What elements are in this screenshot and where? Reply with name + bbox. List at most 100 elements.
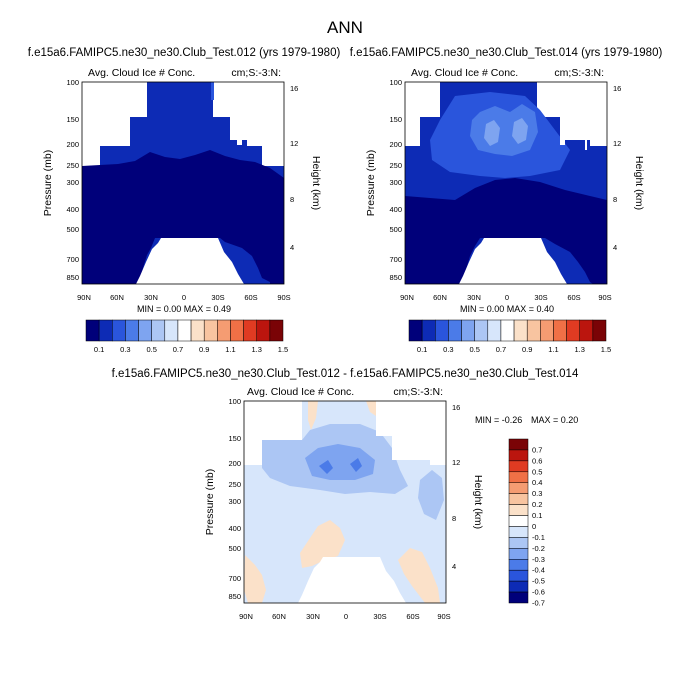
page-title: ANN	[327, 18, 363, 37]
panel-control-ylabel-right: Height (km)	[310, 156, 322, 210]
panel-test-xtick-90n: 90N	[400, 293, 414, 302]
panel-control-xtick-90s: 90S	[277, 293, 290, 302]
colorbar-test-swatch-7	[500, 319, 515, 342]
panel-test-htick-12: 12	[613, 139, 621, 148]
panel-test-ytick-200: 200	[389, 140, 402, 149]
colorbar-control-label-1: 0.3	[120, 345, 130, 354]
panel-test-field	[405, 82, 607, 284]
panel-test-xtick-90s: 90S	[598, 293, 611, 302]
colorbar-control-swatch-3	[125, 319, 139, 342]
colorbar-difference-label-0: 0.7	[532, 445, 542, 454]
panel-difference-fill-band-2	[305, 444, 375, 480]
panel-difference-fill-band-3	[319, 460, 333, 474]
panel-test-title: f.e15a6.FAMIPC5.ne30_ne30.Club_Test.014 …	[350, 47, 663, 59]
colorbar-difference-swatch-0	[508, 438, 529, 451]
panel-control-units-label: cm;S:-3:N:	[231, 67, 281, 79]
panel-test-ytick-250: 250	[389, 161, 402, 170]
colorbar-test-swatch-14	[592, 319, 607, 342]
colorbar-control-swatch-9	[203, 319, 218, 342]
panel-difference-fill-positive-low-1	[300, 520, 345, 568]
panel-test: f.e15a6.FAMIPC5.ne30_ne30.Club_Test.014 …	[350, 47, 663, 314]
colorbar-difference-swatch-1	[508, 449, 529, 462]
colorbar-test-label-1: 0.3	[443, 345, 453, 354]
panel-difference-ylabel: Pressure (mb)	[204, 469, 216, 536]
colorbar-difference-label-3: 0.4	[532, 478, 542, 487]
colorbar-difference-swatch-5	[508, 493, 529, 505]
panel-control-ytick-150: 150	[66, 115, 79, 124]
panel-test-xtick-60s: 60S	[567, 293, 580, 302]
colorbar-test-label-0: 0.1	[417, 345, 427, 354]
colorbar-test-swatch-0	[408, 319, 423, 342]
panel-test-htick-16: 16	[613, 84, 621, 93]
panel-test-gap-2	[585, 130, 587, 150]
panel-difference-gap-2	[376, 401, 446, 465]
panel-test-htick-8: 8	[613, 195, 617, 204]
panel-control-ytick-250: 250	[66, 161, 79, 170]
colorbar-control-swatch-8	[190, 319, 205, 342]
panel-difference-xtick-30n: 30N	[306, 612, 320, 621]
panel-control-ytick-200: 200	[66, 140, 79, 149]
panel-control-stats: MIN = 0.00 MAX = 0.49	[137, 304, 231, 314]
colorbar-difference-label-6: 0.1	[532, 511, 542, 520]
panel-difference-ytick-700: 700	[228, 574, 241, 583]
panel-difference-fill-positive-top-2	[366, 401, 376, 416]
colorbar-test-swatch-9	[526, 319, 541, 342]
colorbar-difference: 0.7 0.6 0.5 0.4 0.3 0.2 0.1 0 -0.1 -0.2 -0.3 -0.4 -0…	[508, 438, 545, 608]
panel-test-ytick-700: 700	[389, 255, 402, 264]
colorbar-control-label-4: 0.9	[199, 345, 209, 354]
panel-test-gap-1	[560, 117, 565, 145]
panel-control-ytick-400: 400	[66, 205, 79, 214]
panel-test-fill-peak-2	[512, 118, 528, 144]
panel-difference-xtick-90s: 90S	[437, 612, 450, 621]
colorbar-control-swatch-0	[85, 319, 100, 342]
colorbar-test-swatch-1	[421, 319, 436, 342]
panel-test-ytick-850: 850	[389, 273, 402, 282]
panel-difference-xtick-60s: 60S	[406, 612, 419, 621]
colorbar-control-swatch-1	[98, 319, 113, 342]
colorbar-test-swatch-10	[540, 319, 554, 342]
colorbar-difference-swatch-10	[508, 548, 529, 560]
colorbar-test-label-7: 1.5	[601, 345, 611, 354]
colorbar-difference-label-11: -0.4	[532, 566, 545, 575]
panel-difference-frame	[243, 400, 447, 604]
panel-test-units-label: cm;S:-3:N:	[554, 67, 604, 79]
panel-control-fill-highlight	[211, 82, 214, 100]
panel-test-xtick-30s: 30S	[534, 293, 547, 302]
colorbar-difference-swatch-4	[508, 482, 529, 494]
panel-test-xtick-eq: 0	[505, 293, 509, 302]
colorbar-test-label-5: 1.1	[548, 345, 558, 354]
colorbar-difference-swatch-3	[508, 471, 529, 483]
colorbar-control-swatch-13	[256, 319, 271, 342]
panel-difference-fill-positive-top	[308, 401, 318, 430]
colorbar-test-swatch-8	[513, 319, 528, 342]
panel-difference-xtick-eq: 0	[344, 612, 348, 621]
panel-difference-xtick-90n: 90N	[239, 612, 253, 621]
colorbar-control-label-6: 1.3	[252, 345, 262, 354]
panel-difference-ytick-250: 250	[228, 480, 241, 489]
panel-control-htick-16: 16	[290, 84, 298, 93]
colorbar-difference-label-12: -0.5	[532, 577, 545, 586]
colorbar-control-label-2: 0.5	[146, 345, 156, 354]
colorbar-difference-swatch-11	[508, 559, 529, 571]
panel-control-frame	[81, 81, 285, 285]
panel-test-ylabel-right: Height (km)	[633, 156, 645, 210]
panel-difference: f.e15a6.FAMIPC5.ne30_ne30.Club_Test.012 …	[112, 368, 579, 621]
panel-test-fill-core	[470, 104, 538, 156]
panel-difference-orography	[298, 557, 406, 603]
colorbar-control-label-7: 1.5	[278, 345, 288, 354]
colorbar-control-swatch-7	[177, 319, 192, 342]
colorbar-control-swatch-4	[138, 319, 152, 342]
panel-test-fill-lower	[405, 178, 607, 284]
panel-control-variable-label: Avg. Cloud Ice # Conc.	[88, 67, 195, 79]
panel-difference-fill-positive-low-2	[244, 555, 266, 603]
panel-difference-ytick-100: 100	[228, 397, 241, 406]
colorbar-control: 0.1 0.3 0.5 0.7 0.9 1.1 1.3 1.5	[85, 319, 288, 354]
panel-test-stats: MIN = 0.00 MAX = 0.40	[460, 304, 554, 314]
panel-difference-field	[244, 401, 446, 603]
panel-control-fill-lower	[82, 150, 284, 284]
panel-difference-variable-label: Avg. Cloud Ice # Conc.	[247, 386, 354, 398]
panel-difference-ytick-200: 200	[228, 459, 241, 468]
colorbar-test-swatch-5	[474, 319, 489, 342]
colorbar-difference-label-13: -0.6	[532, 588, 545, 597]
